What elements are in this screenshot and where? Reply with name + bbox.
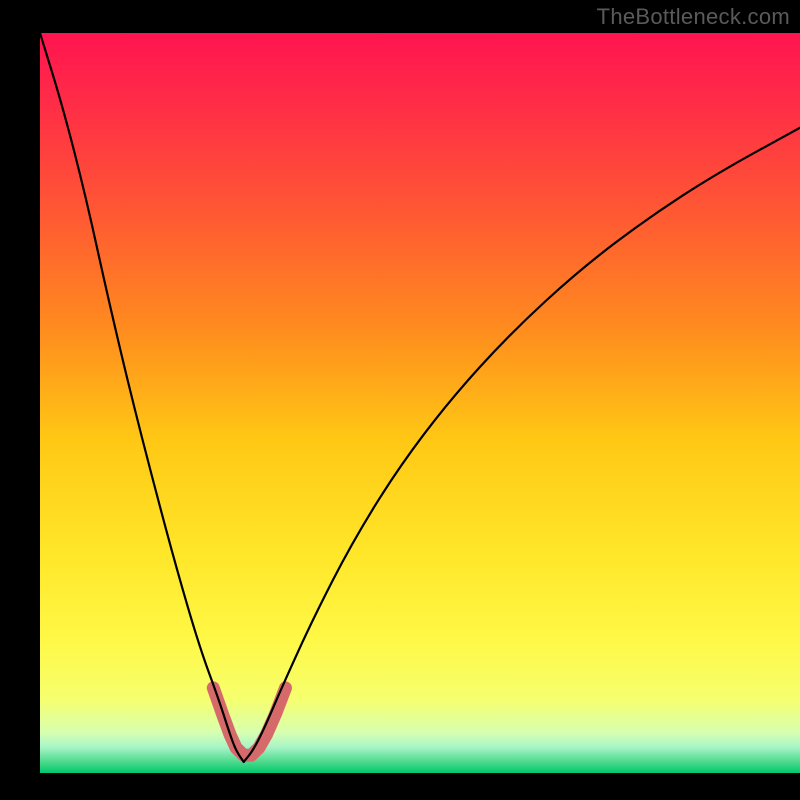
- chart-background: [40, 33, 800, 773]
- plot-area: [40, 33, 800, 773]
- bottleneck-curve-chart: [40, 33, 800, 773]
- watermark-text: TheBottleneck.com: [597, 4, 790, 30]
